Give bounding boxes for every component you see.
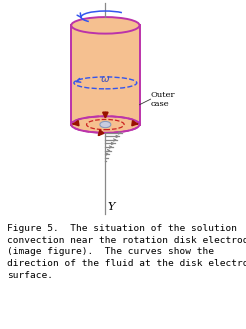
Text: $\omega$: $\omega$ — [100, 74, 110, 84]
Text: Figure 5.  The situation of the solution
convection near the rotation disk elect: Figure 5. The situation of the solution … — [7, 224, 246, 280]
Ellipse shape — [100, 121, 111, 128]
Text: Y: Y — [107, 202, 115, 212]
Ellipse shape — [71, 116, 139, 133]
Text: Outer
case: Outer case — [151, 90, 175, 108]
Bar — [71, 25, 139, 125]
Ellipse shape — [71, 17, 139, 34]
